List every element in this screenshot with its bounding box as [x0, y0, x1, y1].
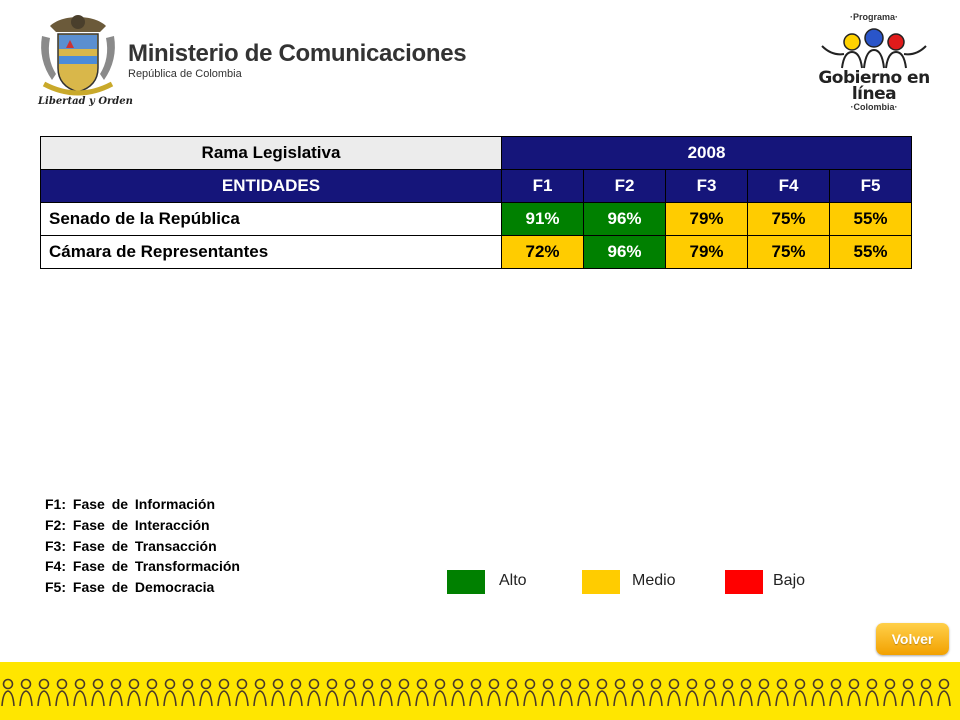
- table-header-row-1: Rama Legislativa 2008: [40, 136, 912, 170]
- note-f4: F4: Fase de Transformación: [45, 558, 240, 575]
- entity-name: Senado de la República: [40, 202, 502, 236]
- legend-label-bajo: Bajo: [773, 572, 806, 589]
- note-f2: F2: Fase de Interacción: [45, 516, 210, 533]
- legend-swatch-bajo: [725, 570, 763, 594]
- branch-header: Rama Legislativa: [40, 136, 502, 170]
- value-cell: 79%: [665, 235, 748, 269]
- ministry-motto: Libertad y Orden: [38, 96, 133, 107]
- program-label: ·Programa·: [850, 12, 899, 22]
- value-cell: 96%: [583, 235, 666, 269]
- year-header: 2008: [501, 136, 912, 170]
- phase-header-f4: F4: [747, 169, 830, 203]
- value-cell: 96%: [583, 202, 666, 236]
- program-name: Gobierno en línea: [818, 68, 930, 104]
- program-country: ·Colombia·: [850, 102, 898, 112]
- value-cell: 55%: [829, 202, 912, 236]
- gobierno-en-linea-logo: ·Programa· Gobierno en línea ·Colombia·: [818, 12, 930, 112]
- legend-swatch-alto: [447, 570, 485, 594]
- table-header-row-2: ENTIDADES F1 F2 F3 F4 F5: [40, 169, 912, 203]
- value-cell: 79%: [665, 202, 748, 236]
- value-cell: 91%: [501, 202, 584, 236]
- phase-notes: F1: Fase de Información F2: Fase de Inte…: [45, 494, 240, 598]
- coat-of-arms-icon: [41, 15, 115, 96]
- footer-band: [0, 662, 960, 720]
- phase-header-f3: F3: [665, 169, 748, 203]
- people-icon: [821, 28, 927, 69]
- results-table: Rama Legislativa 2008 ENTIDADES F1 F2 F3…: [40, 136, 912, 269]
- note-f3: F3: Fase de Transacción: [45, 537, 217, 554]
- table-row: Cámara de Representantes 72% 96% 79% 75%…: [40, 235, 912, 269]
- ministry-name: Ministerio de Comunicaciones: [128, 40, 467, 67]
- volver-button[interactable]: Volver: [876, 623, 949, 655]
- value-cell: 75%: [747, 202, 830, 236]
- legend-label-medio: Medio: [632, 572, 676, 589]
- legend-swatch-medio: [582, 570, 620, 594]
- value-cell: 55%: [829, 235, 912, 269]
- ministry-logo: Libertad y Orden Ministerio de Comunicac…: [36, 10, 467, 115]
- phase-header-f1: F1: [501, 169, 584, 203]
- value-cell: 72%: [501, 235, 584, 269]
- entities-header: ENTIDADES: [40, 169, 502, 203]
- value-cell: 75%: [747, 235, 830, 269]
- phase-header-f5: F5: [829, 169, 912, 203]
- legend-label-alto: Alto: [499, 572, 527, 589]
- table-row: Senado de la República 91% 96% 79% 75% 5…: [40, 202, 912, 236]
- phase-header-f2: F2: [583, 169, 666, 203]
- note-f1: F1: Fase de Información: [45, 496, 216, 512]
- note-f5: F5: Fase de Democracia: [45, 579, 215, 596]
- ministry-country: República de Colombia: [128, 68, 242, 80]
- footer-people-pattern-icon: [1, 678, 951, 707]
- entity-name: Cámara de Representantes: [40, 235, 502, 269]
